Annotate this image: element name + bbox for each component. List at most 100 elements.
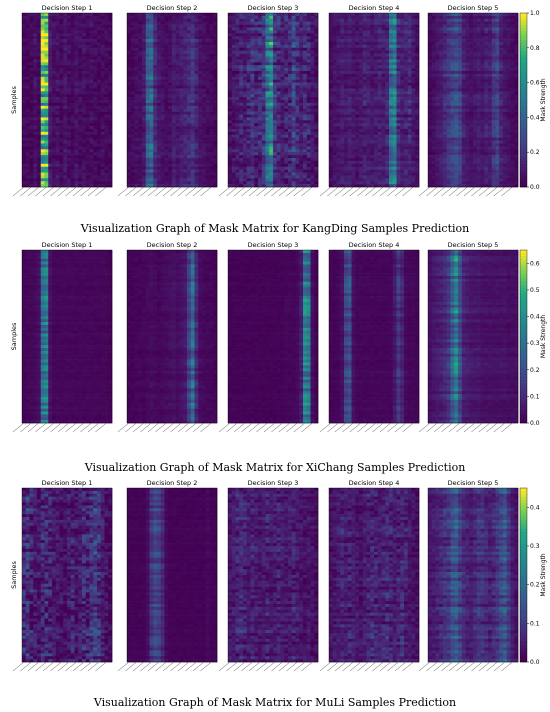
heatmap-cell: [33, 97, 37, 100]
heatmap-cell: [352, 16, 356, 19]
heatmap-cell: [165, 178, 169, 181]
heatmap-cell: [146, 144, 150, 147]
heatmap-cell: [150, 91, 154, 94]
heatmap-cell: [135, 138, 139, 141]
heatmap-cell: [101, 155, 105, 158]
heatmap-cell: [45, 178, 49, 181]
heatmap-cell: [157, 59, 161, 62]
heatmap-cell: [172, 45, 176, 48]
heatmap-cell: [52, 65, 56, 68]
heatmap-cell: [389, 62, 393, 65]
heatmap-cell: [172, 115, 176, 118]
heatmap-cell: [299, 54, 303, 57]
heatmap-cell: [254, 88, 258, 91]
heatmap-cell: [206, 54, 210, 57]
heatmap-cell: [176, 59, 180, 62]
heatmap-cell: [281, 112, 285, 115]
heatmap-cell: [187, 112, 191, 115]
heatmap-cell: [239, 152, 243, 155]
heatmap-cell: [56, 123, 60, 126]
heatmap-cell: [299, 100, 303, 103]
heatmap-cell: [284, 51, 288, 54]
heatmap-cell: [60, 68, 64, 71]
heatmap-cell: [97, 42, 101, 45]
heatmap-cell: [296, 19, 300, 22]
heatmap-cell: [183, 59, 187, 62]
heatmap-cell: [210, 155, 214, 158]
heatmap-cell: [138, 97, 142, 100]
heatmap-cell: [236, 36, 240, 39]
heatmap-cell: [210, 175, 214, 178]
heatmap-cell: [52, 181, 56, 184]
heatmap-cell: [247, 22, 251, 25]
heatmap-cell: [165, 103, 169, 106]
heatmap-cell: [400, 45, 404, 48]
heatmap-cell: [236, 80, 240, 83]
heatmap-cell: [86, 19, 90, 22]
heatmap-cell: [56, 97, 60, 100]
heatmap-cell: [150, 83, 154, 86]
heatmap-cell: [296, 74, 300, 77]
heatmap-cell: [393, 48, 397, 51]
heatmap-cell: [168, 178, 172, 181]
heatmap-cell: [382, 13, 386, 16]
heatmap-cell: [206, 77, 210, 80]
heatmap-cell: [299, 30, 303, 33]
heatmap-cell: [299, 106, 303, 109]
heatmap-cell: [273, 109, 277, 112]
heatmap-cell: [262, 167, 266, 170]
heatmap-cell: [105, 158, 109, 161]
heatmap-cell: [213, 51, 217, 54]
heatmap-cell: [138, 83, 142, 86]
heatmap-cell: [161, 16, 165, 19]
heatmap-cell: [56, 68, 60, 71]
heatmap-cell: [86, 25, 90, 28]
heatmap-cell: [105, 146, 109, 149]
heatmap-cell: [90, 25, 94, 28]
heatmap-cell: [273, 94, 277, 97]
heatmap-cell: [135, 42, 139, 45]
heatmap-cell: [239, 175, 243, 178]
heatmap-cell: [299, 152, 303, 155]
heatmap-cell: [239, 120, 243, 123]
heatmap-cell: [45, 175, 49, 178]
heatmap-cell: [288, 164, 292, 167]
heatmap-cell: [56, 62, 60, 65]
heatmap-cell: [311, 100, 315, 103]
heatmap-cell: [239, 42, 243, 45]
heatmap-cell: [135, 173, 139, 176]
heatmap-cell: [307, 126, 311, 129]
heatmap-cell: [90, 13, 94, 16]
heatmap-cell: [150, 54, 154, 57]
heatmap-cell: [299, 120, 303, 123]
heatmap-cell: [90, 141, 94, 144]
heatmap-cell: [243, 51, 247, 54]
heatmap-cell: [311, 132, 315, 135]
heatmap-cell: [378, 65, 382, 68]
heatmap-cell: [108, 91, 112, 94]
heatmap-cell: [191, 68, 195, 71]
heatmap-cell: [48, 80, 52, 83]
heatmap-cell: [176, 155, 180, 158]
heatmap-cell: [150, 71, 154, 74]
heatmap-cell: [247, 161, 251, 164]
heatmap-cell: [247, 129, 251, 132]
heatmap-cell: [48, 36, 52, 39]
heatmap-cell: [307, 109, 311, 112]
heatmap-cell: [153, 138, 157, 141]
heatmap-cell: [165, 28, 169, 31]
heatmap-cell: [307, 112, 311, 115]
heatmap-cell: [262, 65, 266, 68]
heatmap-cell: [101, 59, 105, 62]
heatmap-cell: [254, 129, 258, 132]
heatmap-cell: [168, 94, 172, 97]
heatmap-cell: [176, 152, 180, 155]
heatmap-cell: [153, 57, 157, 60]
heatmap-cell: [97, 152, 101, 155]
heatmap-cell: [254, 19, 258, 22]
heatmap-cell: [153, 146, 157, 149]
heatmap-cell: [60, 97, 64, 100]
heatmap-cell: [337, 30, 341, 33]
heatmap-cell: [127, 138, 131, 141]
heatmap-cell: [153, 115, 157, 118]
